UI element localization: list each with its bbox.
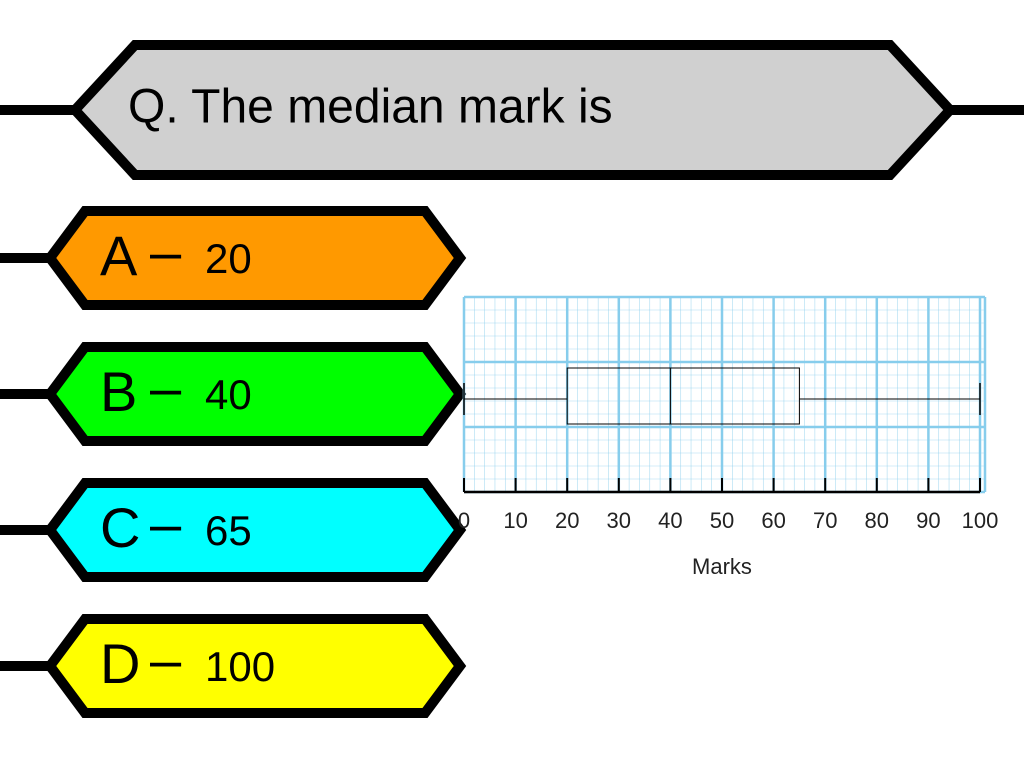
option-answer: 65 [205, 507, 252, 554]
x-tick-label: 50 [710, 508, 734, 533]
option-answer: 40 [205, 371, 252, 418]
option-separator: – [150, 356, 182, 419]
option-answer: 100 [205, 643, 275, 690]
x-tick-label: 30 [607, 508, 631, 533]
x-tick-label: 0 [458, 508, 470, 533]
x-tick-label: 100 [962, 508, 999, 533]
question-text: Q. The median mark is [128, 81, 613, 134]
option-letter: D [100, 632, 140, 695]
option-letter: C [100, 496, 140, 559]
answer-option[interactable]: C –65 [43, 478, 467, 582]
answer-option[interactable]: B –40 [43, 342, 467, 446]
option-box [43, 478, 467, 582]
option-box [43, 342, 467, 446]
x-tick-label: 40 [658, 508, 682, 533]
box [566, 367, 800, 425]
option-box [43, 614, 467, 718]
option-box [43, 206, 467, 310]
option-letter: A [100, 224, 138, 287]
x-tick-label: 90 [916, 508, 940, 533]
option-separator: – [150, 220, 182, 283]
x-tick-label: 10 [503, 508, 527, 533]
x-tick-label: 80 [865, 508, 889, 533]
option-separator: – [150, 492, 182, 555]
answer-option[interactable]: A –20 [43, 206, 467, 310]
x-axis-label: Marks [692, 554, 752, 579]
x-tick-label: 70 [813, 508, 837, 533]
x-tick-label: 60 [761, 508, 785, 533]
x-tick-label: 20 [555, 508, 579, 533]
option-letter: B [100, 360, 137, 423]
answer-option[interactable]: D –100 [43, 614, 467, 718]
option-answer: 20 [205, 235, 252, 282]
option-separator: – [150, 628, 182, 691]
question-banner [68, 40, 957, 180]
